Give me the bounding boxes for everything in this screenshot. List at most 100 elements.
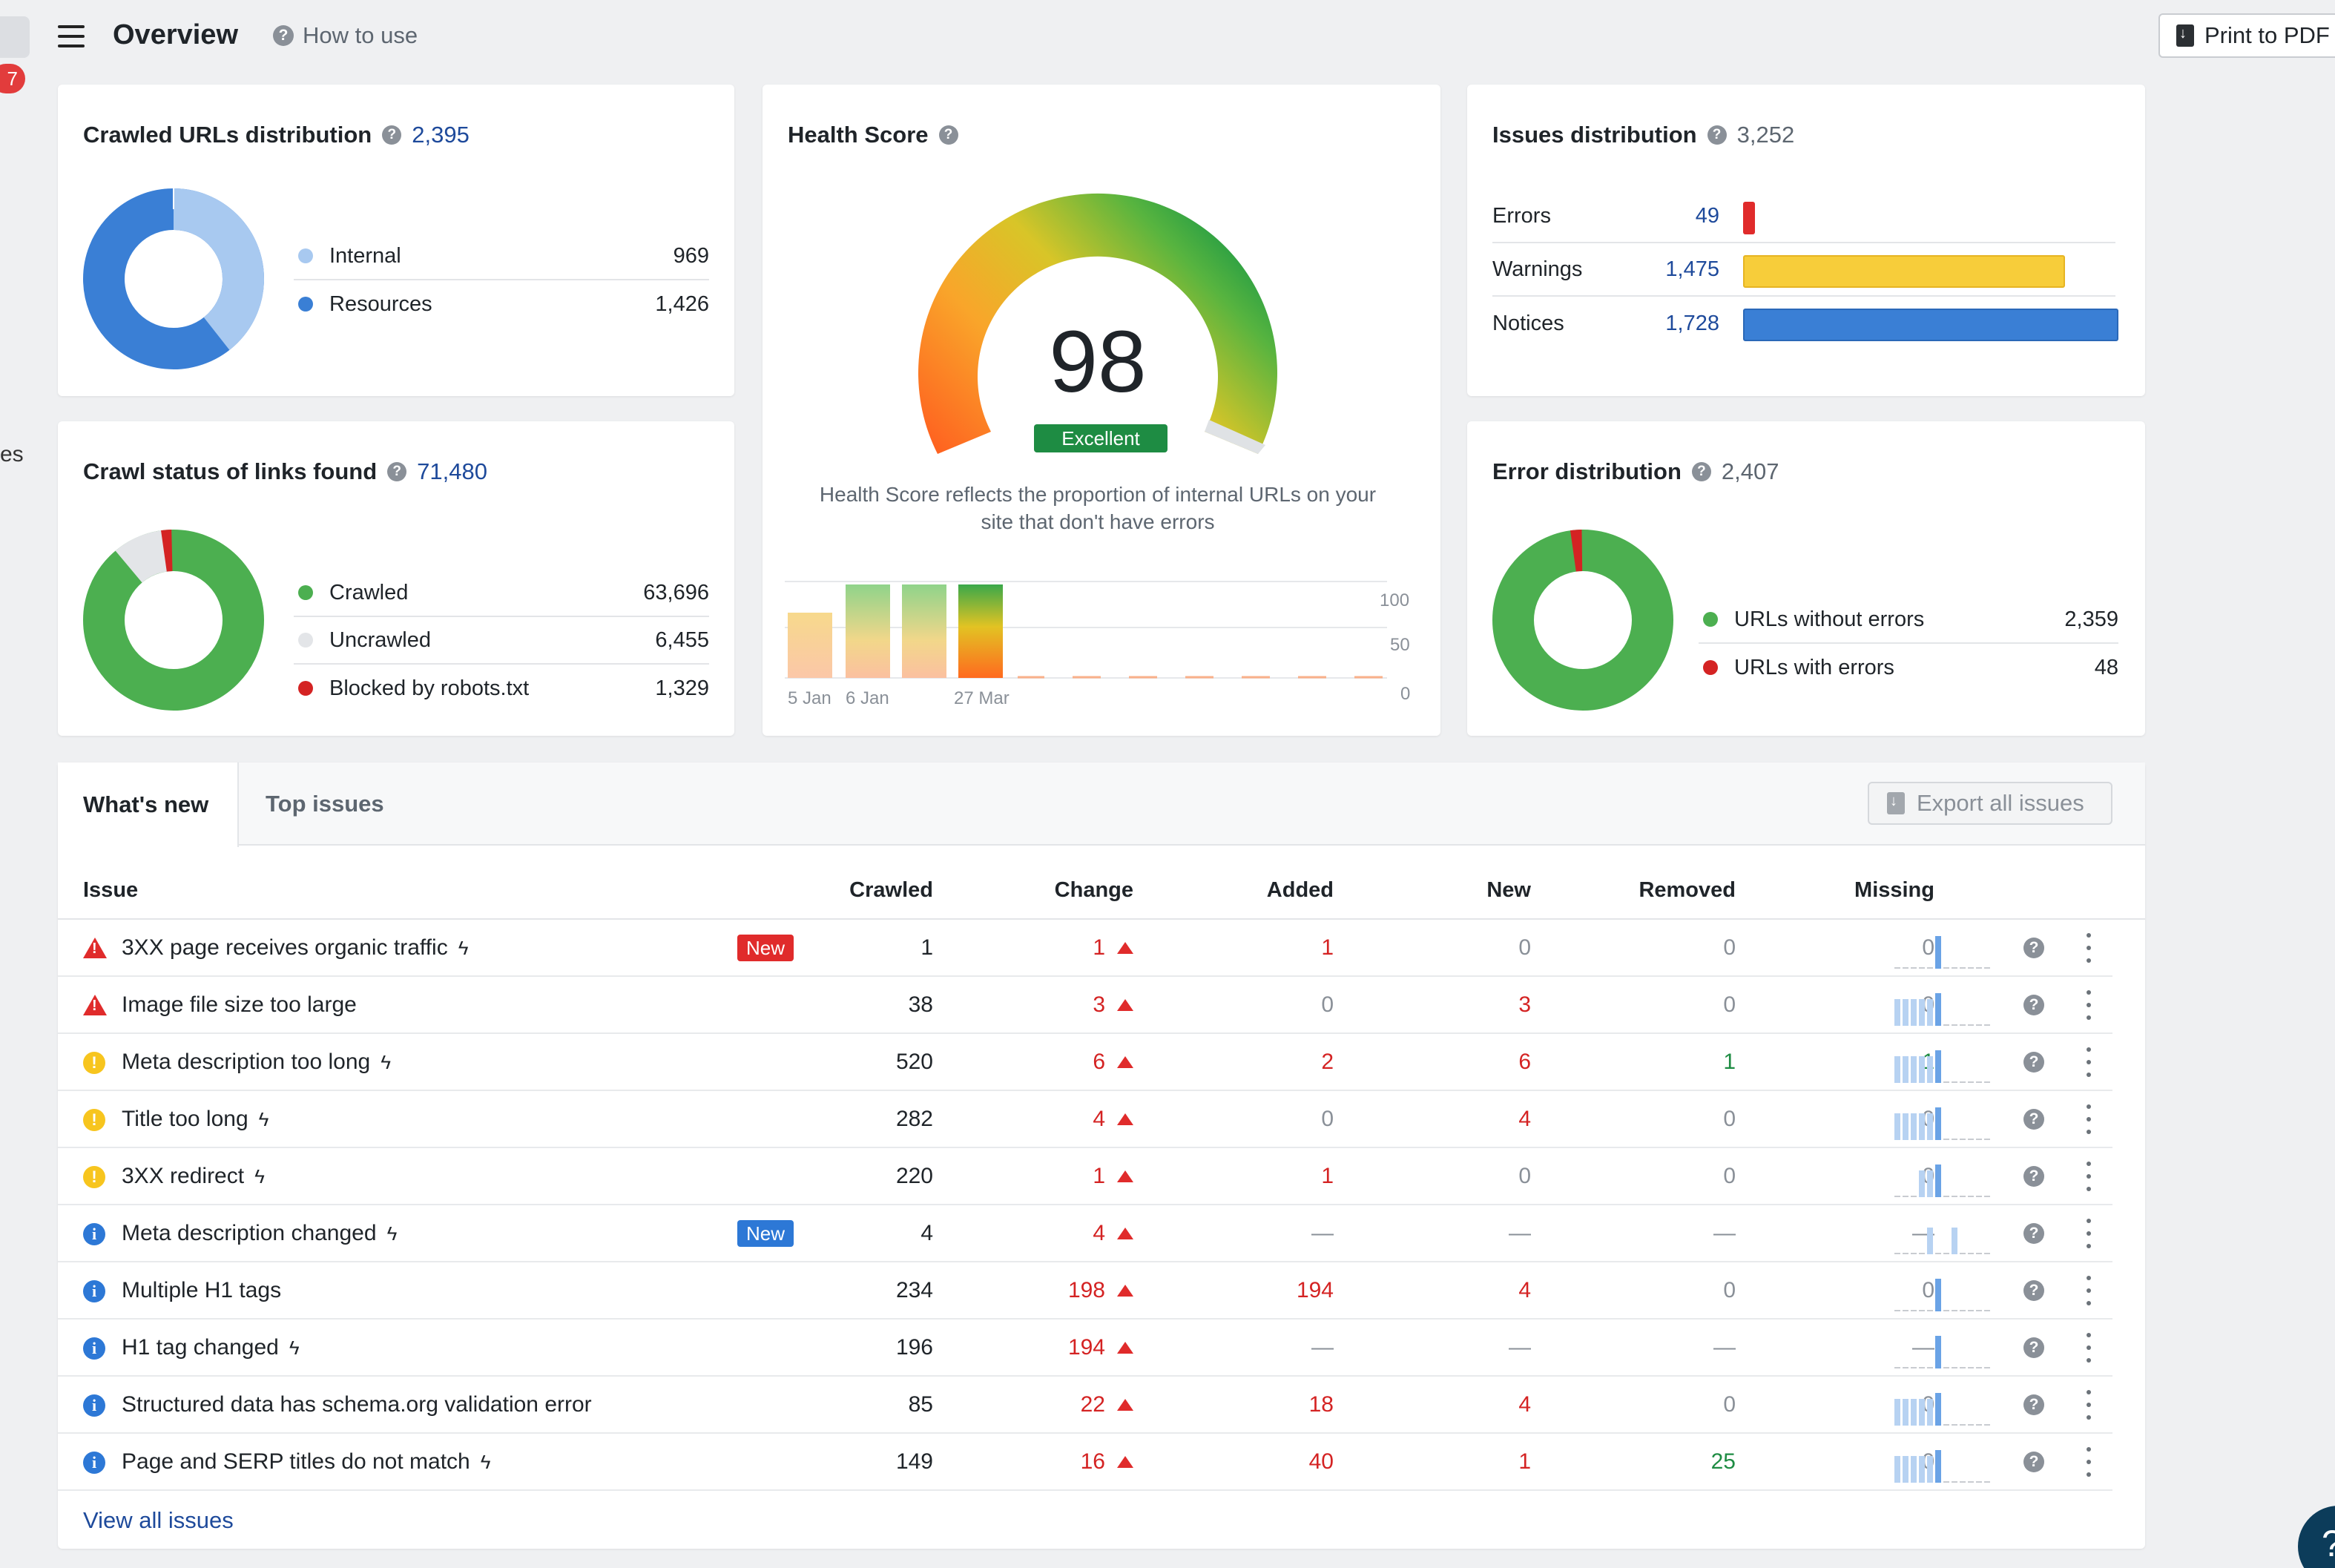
cell-crawled[interactable]: 234 bbox=[725, 1262, 933, 1319]
hamburger-menu-icon[interactable] bbox=[58, 25, 85, 47]
cell-new[interactable]: 4 bbox=[1323, 1377, 1531, 1433]
column-header-missing[interactable]: Missing bbox=[1854, 878, 1934, 902]
table-row[interactable]: !3XX redirectϟ22011000? bbox=[58, 1148, 2112, 1205]
cell-crawled[interactable]: 85 bbox=[725, 1377, 933, 1433]
cell-new[interactable]: 4 bbox=[1323, 1091, 1531, 1147]
cell-missing[interactable]: 0 bbox=[1727, 1262, 1934, 1319]
cell-removed[interactable]: 0 bbox=[1528, 1091, 1736, 1147]
column-header-removed[interactable]: Removed bbox=[1639, 878, 1736, 902]
cell-change[interactable]: 3 bbox=[926, 977, 1133, 1033]
more-options-icon[interactable] bbox=[2081, 1276, 2096, 1305]
cell-added[interactable]: 0 bbox=[1126, 1091, 1334, 1147]
table-row[interactable]: i H1 tag changed ϟ 196 194 — — — —? bbox=[58, 1320, 2112, 1377]
issue-name[interactable]: 3XX redirect ϟ bbox=[122, 1148, 265, 1205]
help-icon[interactable]: ? bbox=[2023, 995, 2044, 1015]
cell-new[interactable]: — bbox=[1323, 1205, 1531, 1262]
issue-name[interactable]: H1 tag changed ϟ bbox=[122, 1320, 300, 1376]
issue-name[interactable]: Meta description too long ϟ bbox=[122, 1034, 391, 1090]
cell-crawled[interactable]: 149 bbox=[725, 1434, 933, 1490]
table-row[interactable]: !Title too longϟ28240400? bbox=[58, 1091, 2112, 1148]
cell-change[interactable]: 4 bbox=[926, 1205, 1133, 1262]
trend-sparkline[interactable] bbox=[1893, 1041, 1994, 1084]
legend-item[interactable]: Crawled 63,696 bbox=[294, 570, 709, 617]
table-row[interactable]: Image file size too large3830300? bbox=[58, 977, 2112, 1034]
cell-change[interactable]: 1 bbox=[926, 1148, 1133, 1205]
help-icon[interactable]: ? bbox=[382, 125, 402, 145]
cell-new[interactable]: 0 bbox=[1323, 920, 1531, 976]
view-all-issues-link[interactable]: View all issues bbox=[83, 1507, 234, 1533]
cell-added[interactable]: 1 bbox=[1126, 1148, 1334, 1205]
issue-name[interactable]: Page and SERP titles do not match ϟ bbox=[122, 1434, 491, 1490]
cell-crawled[interactable]: 196 bbox=[725, 1320, 933, 1376]
cell-change[interactable]: 16 bbox=[926, 1434, 1133, 1490]
cell-new[interactable]: 1 bbox=[1323, 1434, 1531, 1490]
history-bar[interactable] bbox=[902, 584, 946, 678]
trend-sparkline[interactable] bbox=[1893, 984, 1994, 1027]
trend-sparkline[interactable] bbox=[1893, 1384, 1994, 1427]
cell-added[interactable]: 18 bbox=[1126, 1377, 1334, 1433]
more-options-icon[interactable] bbox=[2081, 1219, 2096, 1248]
help-icon[interactable]: ? bbox=[2023, 1052, 2044, 1073]
more-options-icon[interactable] bbox=[2081, 1104, 2096, 1134]
column-header-new[interactable]: New bbox=[1486, 878, 1531, 902]
issue-name[interactable]: Multiple H1 tags bbox=[122, 1262, 281, 1319]
export-all-issues-button[interactable]: Export all issues bbox=[1868, 782, 2112, 825]
cell-change[interactable]: 198 bbox=[926, 1262, 1133, 1319]
cell-removed[interactable]: 0 bbox=[1528, 920, 1736, 976]
cell-crawled[interactable]: 220 bbox=[725, 1148, 933, 1205]
trend-sparkline[interactable] bbox=[1893, 1270, 1994, 1313]
issue-name[interactable]: Meta description changed ϟ bbox=[122, 1205, 397, 1262]
how-to-use-link[interactable]: ? How to use bbox=[273, 22, 418, 49]
trend-sparkline[interactable] bbox=[1893, 1156, 1994, 1199]
table-row[interactable]: 3XX page receives organic traffic ϟ New 1 1 1… bbox=[58, 920, 2112, 977]
tab-whats-new[interactable]: What's new bbox=[58, 762, 239, 847]
help-icon[interactable]: ? bbox=[2023, 1280, 2044, 1301]
cell-added[interactable]: 0 bbox=[1126, 977, 1334, 1033]
table-row[interactable]: !Meta description too longϟ52062611? bbox=[58, 1034, 2112, 1091]
legend-item[interactable]: URLs without errors 2,359 bbox=[1699, 596, 2118, 644]
column-header-added[interactable]: Added bbox=[1266, 878, 1334, 902]
help-icon[interactable]: ? bbox=[2023, 1452, 2044, 1472]
legend-item[interactable]: Resources 1,426 bbox=[294, 280, 709, 328]
trend-sparkline[interactable] bbox=[1893, 1441, 1994, 1484]
print-to-pdf-button[interactable]: Print to PDF bbox=[2158, 13, 2335, 58]
more-options-icon[interactable] bbox=[2081, 1447, 2096, 1477]
help-icon[interactable]: ? bbox=[2023, 938, 2044, 958]
cell-added[interactable]: — bbox=[1126, 1205, 1334, 1262]
issues-row-warnings[interactable]: Warnings 1,475 bbox=[1492, 243, 2115, 297]
trend-sparkline[interactable] bbox=[1893, 927, 1994, 970]
tab-top-issues[interactable]: Top issues bbox=[266, 791, 384, 817]
cell-removed[interactable]: 0 bbox=[1528, 977, 1736, 1033]
table-row[interactable]: i Meta description changed ϟ New 4 4— — — —? bbox=[58, 1205, 2112, 1262]
column-header-change[interactable]: Change bbox=[1054, 878, 1133, 902]
cell-added[interactable]: 2 bbox=[1126, 1034, 1334, 1090]
row-value[interactable]: 1,728 bbox=[1665, 311, 1719, 335]
cell-added[interactable]: 1 bbox=[1126, 920, 1334, 976]
crawled-urls-total[interactable]: 2,395 bbox=[412, 122, 470, 148]
row-value[interactable]: 49 bbox=[1695, 203, 1719, 228]
cell-change[interactable]: 6 bbox=[926, 1034, 1133, 1090]
table-row[interactable]: i Multiple H1 tags 234 198 194 4 0 0? bbox=[58, 1262, 2112, 1320]
cell-added[interactable]: 40 bbox=[1126, 1434, 1334, 1490]
legend-item[interactable]: Blocked by robots.txt 1,329 bbox=[294, 665, 709, 712]
row-value[interactable]: 1,475 bbox=[1665, 257, 1719, 281]
crawl-status-total[interactable]: 71,480 bbox=[417, 458, 487, 484]
history-bar[interactable] bbox=[958, 584, 1003, 678]
cell-removed[interactable]: 1 bbox=[1528, 1034, 1736, 1090]
cell-removed[interactable]: 0 bbox=[1528, 1148, 1736, 1205]
trend-sparkline[interactable] bbox=[1893, 1098, 1994, 1142]
help-icon[interactable]: ? bbox=[2023, 1166, 2044, 1187]
history-bar[interactable] bbox=[846, 584, 890, 678]
legend-item[interactable]: Uncrawled 6,455 bbox=[294, 617, 709, 665]
cell-crawled[interactable]: 4 bbox=[725, 1205, 933, 1262]
help-chat-button[interactable]: ? bbox=[2298, 1506, 2335, 1568]
cell-missing[interactable]: — bbox=[1727, 1320, 1934, 1376]
cell-added[interactable]: — bbox=[1126, 1320, 1334, 1376]
help-icon[interactable]: ? bbox=[387, 462, 407, 481]
issue-name[interactable]: Image file size too large bbox=[122, 977, 357, 1033]
cell-removed[interactable]: — bbox=[1528, 1205, 1736, 1262]
cell-added[interactable]: 194 bbox=[1126, 1262, 1334, 1319]
cell-change[interactable]: 4 bbox=[926, 1091, 1133, 1147]
column-header-issue[interactable]: Issue bbox=[83, 878, 139, 902]
cell-new[interactable]: 4 bbox=[1323, 1262, 1531, 1319]
